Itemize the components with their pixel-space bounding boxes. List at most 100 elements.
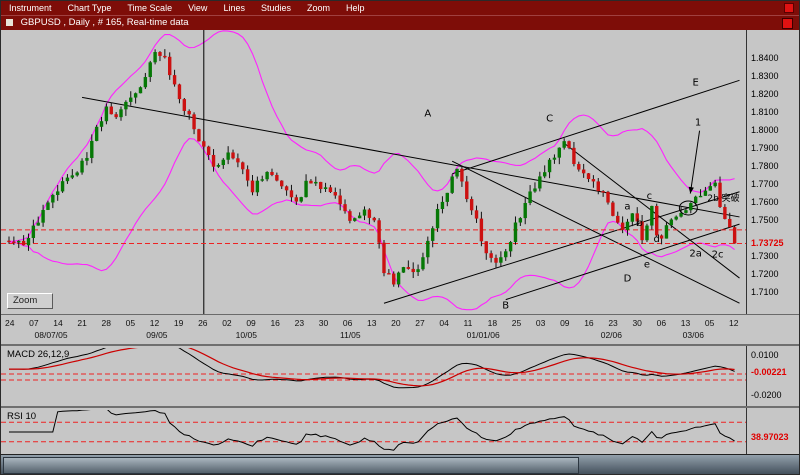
candle-body [236,158,240,163]
close-button[interactable] [782,18,793,29]
annotation-arrowhead [688,186,694,194]
rsi-current-value: 38.97023 [751,431,789,442]
candle-body [197,129,201,142]
candle-body [547,159,552,173]
candle-body [362,209,367,216]
candle-body [60,181,65,192]
candle-body [479,218,484,242]
week-tick-label: 16 [270,318,280,328]
menu-item-instrument[interactable]: Instrument [9,3,52,13]
candle-body [440,201,445,209]
menu-close-box[interactable] [784,3,794,13]
candle-body [250,180,255,193]
candle-body [158,52,162,56]
breakout-circle [678,200,698,216]
candle-body [552,157,557,160]
candle-body [620,222,625,230]
candles-layer [7,49,737,288]
week-tick-label: 07 [29,318,39,328]
candle-body [611,202,615,216]
candle-body [99,121,104,127]
candle-body [241,162,245,170]
candle-body [557,147,562,158]
menu-item-studies[interactable]: Studies [260,3,291,13]
candle-body [226,152,230,160]
candle-body [689,203,693,211]
rsi-chart[interactable] [1,410,746,454]
menu-item-view[interactable]: View [188,3,208,13]
month-tick-label: 09/05 [146,330,168,340]
trend-lines-layer [81,79,740,304]
candle-body [216,165,221,167]
candle-body [275,174,279,181]
menu-item-chart-type[interactable]: Chart Type [67,3,112,13]
wave-label: a [624,202,630,213]
macd-chart[interactable] [1,348,746,406]
candle-body [323,187,328,190]
menu-item-help[interactable]: Help [346,3,365,13]
candle-body [348,211,352,221]
week-tick-label: 03 [535,318,546,328]
price-alert-lines-layer [1,229,746,244]
menu-item-time-scale[interactable]: Time Scale [127,3,173,13]
candle-body [187,110,191,115]
candle-body [133,93,138,98]
price-axis-label: 1.8300 [751,71,779,82]
candle-body [65,177,70,182]
week-tick-label: 25 [511,318,522,328]
candle-body [528,191,532,203]
candle-body [469,199,474,211]
bollinger-bands-layer [8,30,735,311]
candle-body [21,240,26,246]
candle-body [255,180,260,193]
candle-body [435,208,440,229]
week-tick-label: 02 [222,318,232,328]
candle-body [260,179,264,181]
candle-body [698,195,703,198]
price-axis-label: 1.7100 [751,286,779,297]
trend-line [451,160,740,304]
candle-body [703,190,708,196]
wave-label: e [644,259,650,270]
candle-body [596,181,600,192]
candle-body [17,240,21,243]
week-tick-label: 28 [101,318,111,328]
candle-body [659,235,664,239]
week-tick-label: 19 [173,318,184,328]
candle-body [586,173,591,180]
bollinger-upper-band [8,30,735,243]
candle-body [392,273,396,285]
menu-item-zoom[interactable]: Zoom [306,3,330,13]
candle-body [343,204,347,212]
candle-body [484,241,488,254]
annotation-arrow [689,130,701,194]
candle-body [163,55,167,58]
candle-body [245,169,250,181]
candle-body [357,215,362,219]
menu-item-lines[interactable]: Lines [223,3,245,13]
candle-body [518,218,523,223]
candle-body [523,202,527,219]
candle-body [669,219,674,226]
price-chart[interactable]: A B C D Eab c d e 1 2a 2c 2b 突破 [1,30,746,314]
candle-body [387,273,391,275]
candle-body [129,97,133,102]
menu-bar: Instrument Chart Type Time Scale View Lines S… [1,1,799,15]
candle-body [538,176,542,189]
candle-body [284,186,289,191]
month-tick-label: 01/01/06 [466,330,500,340]
candle-body [309,180,313,184]
candle-body [728,218,732,228]
scrollbar-thumb[interactable] [3,457,579,474]
candle-body [450,176,454,193]
candle-body [70,175,75,178]
wave-label: 1 [695,117,701,128]
candle-body [328,187,333,193]
candle-body [119,109,123,118]
candle-body [655,205,659,236]
horizontal-scrollbar[interactable] [1,454,799,474]
candle-body [182,99,187,111]
wave-label: 2b 突破 [707,192,739,204]
rsi-line [9,410,735,451]
candle-body [562,141,566,148]
